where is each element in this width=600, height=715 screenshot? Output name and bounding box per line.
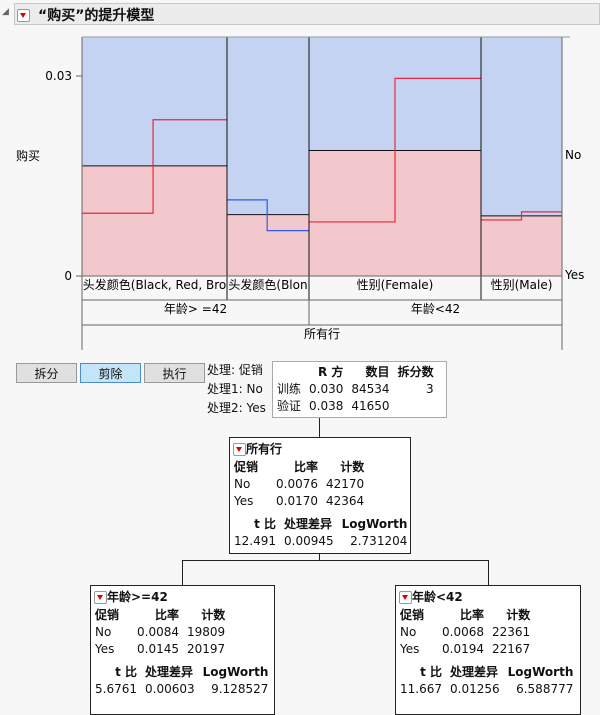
treatment-2: 处理2: Yes (207, 401, 266, 415)
y-axis-label: 购买 (16, 148, 40, 163)
leaf-label-1: 头发颜色(Blon (228, 277, 307, 292)
split-button[interactable]: 拆分 (16, 363, 77, 383)
uplift-step-line-1 (227, 199, 309, 232)
node-rate-table: 促销 比率 计数 No 0.0084 19809 Yes 0.0145 20197 (91, 607, 229, 658)
go-button[interactable]: 执行 (144, 363, 205, 383)
uplift-step-line-0 (82, 119, 227, 214)
stats-row-valid: 验证 0.038 41650 (277, 399, 390, 413)
tree-node-age-lt-42[interactable]: 年龄<42 促销 比率 计数 No 0.0068 22361 Yes 0.0194 2216… (395, 585, 581, 715)
node-title: 年龄<42 (412, 590, 463, 604)
node-row-yes: Yes 0.0170 42364 (234, 494, 365, 508)
fit-stats-table: R 方数目 拆分数 训练 0.030 84534 3 验证 0.038 41650 (272, 361, 447, 418)
uplift-step-line-3 (481, 211, 562, 221)
node-row-no: No 0.0068 22361 (400, 625, 531, 639)
node-title: 年龄>=42 (107, 590, 168, 604)
leaf-label-3: 性别(Male) (491, 278, 553, 292)
node-title: 所有行 (246, 442, 283, 456)
treatment-1: 处理1: No (207, 382, 263, 396)
level2-label-0: 年龄> =42 (164, 302, 227, 316)
y-tick-0.03: 0.03 (45, 69, 72, 83)
node-row-no: No 0.0076 42170 (234, 477, 365, 491)
uplift-step-line-2 (309, 77, 481, 223)
red-triangle-menu-icon[interactable] (233, 443, 246, 456)
right-label-yes: Yes (564, 268, 584, 282)
red-triangle-menu-icon[interactable] (94, 591, 107, 604)
tree-node-root[interactable]: 所有行 促销 比率 计数 No 0.0076 42170 Yes 0.0170 42364 … (229, 437, 411, 554)
red-triangle-menu-icon[interactable] (399, 591, 412, 604)
prune-button[interactable]: 剪除 (80, 363, 141, 383)
y-tick-0: 0 (64, 269, 72, 283)
node-row-yes: Yes 0.0194 22167 (400, 642, 531, 656)
treatment-value: 促销 (238, 363, 263, 377)
node-rate-table: 促销 比率 计数 No 0.0068 22361 Yes 0.0194 22167 (396, 607, 534, 658)
level2-label-1: 年龄<42 (411, 302, 460, 316)
yes-area-3 (481, 215, 562, 276)
uplift-chart: 头发颜色(Black, Red, Bro 头发颜色(Blon 性别(Female) 性… (16, 36, 584, 350)
node-rate-table: 促销 比率 计数 No 0.0076 42170 Yes 0.0170 42364 (230, 459, 368, 510)
node-row-yes: Yes 0.0145 20197 (95, 642, 226, 656)
node-row-no: No 0.0084 19809 (95, 625, 226, 639)
treatment-label: 处理: (207, 363, 236, 377)
leaf-label-2: 性别(Female) (357, 278, 434, 292)
yes-area-0 (82, 165, 227, 276)
level1-label: 所有行 (304, 327, 340, 341)
leaf-label-0: 头发颜色(Black, Red, Bro (83, 277, 226, 292)
node-test-table: t 比处理差异 LogWorth 12.491 0.00945 2.731204 (234, 517, 408, 548)
tree-node-age-ge-42[interactable]: 年龄>=42 促销 比率 计数 No 0.0084 19809 Yes 0.0145 201… (90, 585, 275, 715)
yes-area-1 (227, 214, 309, 276)
red-triangle-menu-icon[interactable] (17, 9, 30, 22)
node-test-table: t 比处理差异 LogWorth 5.6761 0.00603 9.128527 (95, 665, 269, 696)
collapse-triangle-icon[interactable]: ◢ (2, 7, 9, 17)
stats-row-train: 训练 0.030 84534 3 (277, 382, 434, 396)
report-title: “购买”的提升模型 (38, 8, 155, 24)
node-test-table: t 比处理差异 LogWorth 11.667 0.01256 6.588777 (400, 665, 574, 696)
right-label-no: No (565, 148, 581, 162)
